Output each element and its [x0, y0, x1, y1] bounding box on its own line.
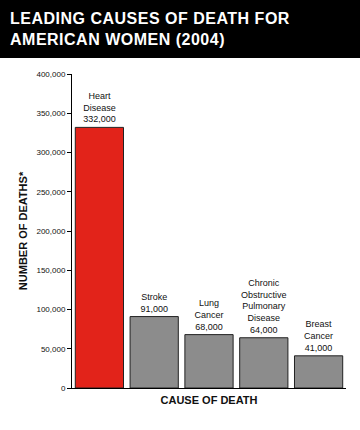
svg-text:0: 0: [61, 384, 66, 393]
svg-text:LungCancer68,000: LungCancer68,000: [194, 298, 223, 331]
svg-text:400,000: 400,000: [36, 70, 65, 79]
svg-text:150,000: 150,000: [36, 266, 65, 275]
svg-text:CAUSE OF DEATH: CAUSE OF DEATH: [161, 394, 258, 406]
svg-text:BreastCancer41,000: BreastCancer41,000: [304, 319, 333, 352]
svg-text:100,000: 100,000: [36, 305, 65, 314]
svg-text:300,000: 300,000: [36, 148, 65, 157]
svg-text:50,000: 50,000: [41, 345, 66, 354]
svg-text:350,000: 350,000: [36, 109, 65, 118]
svg-text:Stroke91,000: Stroke91,000: [140, 292, 168, 314]
svg-text:250,000: 250,000: [36, 188, 65, 197]
svg-text:NUMBER OF DEATHS*: NUMBER OF DEATHS*: [17, 171, 29, 290]
svg-text:ChronicObstructivePulmonaryDis: ChronicObstructivePulmonaryDisease64,000: [241, 278, 287, 335]
svg-text:200,000: 200,000: [36, 227, 65, 236]
html-text:LEADING CAUSES OF DEATH FOR AM: LEADING CAUSES OF DEATH FOR AMERICAN WOM…: [10, 10, 290, 48]
svg-text:HeartDisease332,000: HeartDisease332,000: [83, 91, 116, 124]
